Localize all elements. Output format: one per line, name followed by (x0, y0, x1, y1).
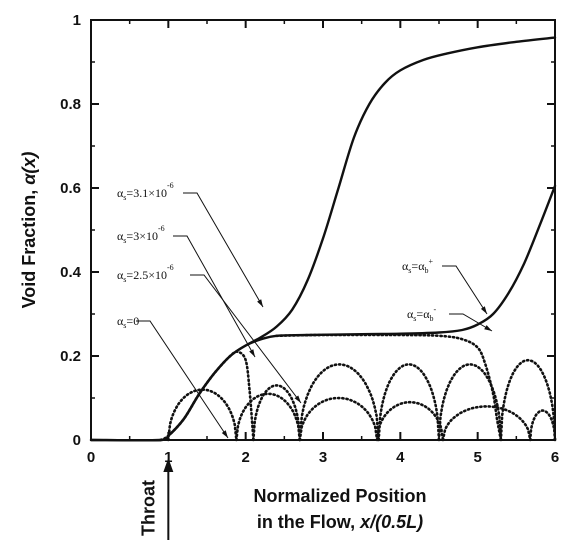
annotations: αs=3.1×10-6 αs=αb+ αs=αb-αs=3×10-6 αs=2.5×1… (117, 181, 493, 439)
series-label-1: αs=αb+ (402, 257, 433, 275)
x-tick-label: 4 (396, 449, 405, 466)
series-label-0: αs=3.1×10-6 (117, 181, 174, 202)
x-tick-label: 0 (87, 449, 95, 466)
series-line-5 (167, 388, 557, 442)
series-label-3: αs=3×10-6 (117, 224, 165, 245)
y-tick-label: 0.8 (60, 96, 81, 113)
x-tick-label: 3 (319, 449, 327, 466)
series-line-4 (159, 350, 255, 442)
y-tick-label: 0.4 (60, 264, 82, 281)
series-leader-1 (442, 265, 488, 315)
x-axis-title-line1: Normalized Position (253, 486, 426, 506)
x-tick-label: 2 (241, 449, 249, 466)
y-axis-title: Void Fraction, α(x) (19, 152, 39, 309)
y-tick-label: 0.2 (60, 348, 81, 365)
series-label-2: αs=αb- (407, 305, 436, 323)
x-tick-label: 5 (473, 449, 481, 466)
y-tick-label: 0.6 (60, 180, 81, 197)
throat-label: Throat (138, 480, 158, 536)
series-arrowhead-4 (294, 395, 301, 403)
series-leader-2 (449, 313, 493, 332)
series-label-4: αs=2.5×10-6 (117, 263, 174, 284)
series-arrowhead-5 (221, 430, 228, 438)
throat-marker: Throat (138, 458, 174, 540)
series-curves (89, 36, 557, 442)
y-tick-label: 0 (73, 432, 81, 449)
series-arrowhead-2 (484, 325, 492, 331)
y-tick-label: 1 (73, 12, 81, 29)
series-leader-4 (190, 274, 302, 404)
axis-ticks: 0 1 2 3 4 5 6 0 0.2 0.4 0.6 0.8 1 (60, 12, 559, 466)
series-leader-3 (173, 235, 256, 358)
series-leader-0 (183, 192, 264, 308)
series-line-0 (89, 36, 557, 442)
series-arrowhead-0 (257, 299, 263, 307)
x-tick-label: 1 (164, 449, 172, 466)
series-label-5: αs=0 (117, 314, 139, 330)
series-line-3 (252, 358, 557, 442)
x-axis-title-line2: in the Flow, x/(0.5L) (257, 512, 423, 532)
series-arrowhead-1 (480, 306, 487, 314)
series-leader-5 (136, 320, 229, 439)
throat-arrow-head (163, 458, 174, 472)
series-arrowhead-3 (249, 349, 255, 357)
x-tick-label: 6 (551, 449, 559, 466)
